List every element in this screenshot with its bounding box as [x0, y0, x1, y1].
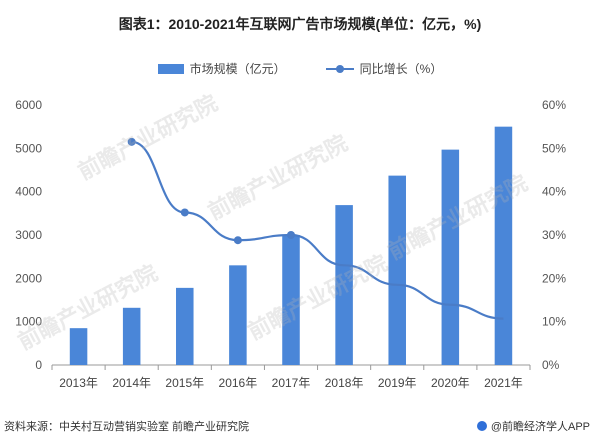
bar — [229, 265, 247, 365]
legend-item-line: 同比增长（%） — [325, 60, 443, 77]
chart-legend: 市场规模（亿元） 同比增长（%） — [0, 60, 600, 77]
legend-bar-swatch — [157, 63, 184, 74]
y-right-tick-label: 20% — [542, 271, 566, 285]
x-tick-label: 2020年 — [431, 376, 470, 390]
y-right-tick-label: 50% — [542, 141, 566, 155]
x-tick-label: 2017年 — [272, 376, 311, 390]
legend-line-label: 同比增长（%） — [359, 62, 443, 76]
legend-line-swatch — [325, 64, 354, 74]
y-left-tick-label: 2000 — [15, 271, 42, 285]
y-left-tick-label: 6000 — [15, 98, 42, 112]
bar — [176, 287, 194, 365]
y-left-tick-label: 4000 — [15, 185, 42, 199]
source-note: 资料来源：中关村互动营销实验室 前瞻产业研究院 — [4, 421, 250, 433]
bar — [335, 205, 353, 365]
x-tick-label: 2018年 — [325, 376, 364, 390]
y-left-tick-label: 1000 — [15, 315, 42, 329]
bar — [122, 307, 141, 365]
y-right-tick-label: 30% — [542, 228, 566, 242]
growth-point — [127, 137, 136, 146]
x-tick-label: 2021年 — [484, 376, 523, 390]
brand-logo-icon — [476, 421, 487, 431]
x-tick-label: 2016年 — [219, 376, 258, 390]
legend-bar-label: 市场规模（亿元） — [189, 62, 286, 76]
bar — [69, 328, 88, 365]
bar — [494, 126, 513, 366]
x-tick-label: 2013年 — [59, 376, 98, 390]
legend-item-bar: 市场规模（亿元） — [157, 60, 286, 77]
y-right-tick-label: 10% — [542, 315, 566, 329]
x-tick-label: 2019年 — [378, 376, 417, 390]
y-right-tick-label: 0% — [542, 358, 560, 372]
bar — [441, 149, 460, 365]
brand-credit: @前瞻经济学人APP — [476, 418, 590, 434]
bar — [388, 175, 406, 365]
y-left-tick-label: 0 — [35, 358, 42, 372]
x-tick-label: 2015年 — [165, 376, 204, 390]
growth-point — [287, 231, 295, 239]
y-right-tick-label: 60% — [542, 98, 566, 112]
brand-label: @前瞻经济学人APP — [490, 421, 590, 433]
x-tick-label: 2014年 — [112, 376, 151, 390]
bar — [282, 235, 300, 365]
chart-title: 图表1：2010-2021年互联网广告市场规模(单位：亿元，%) — [118, 16, 482, 32]
growth-point — [233, 236, 242, 245]
growth-point — [180, 208, 189, 217]
y-left-tick-label: 3000 — [15, 228, 42, 242]
y-left-tick-label: 5000 — [15, 141, 42, 155]
y-right-tick-label: 40% — [542, 185, 566, 199]
